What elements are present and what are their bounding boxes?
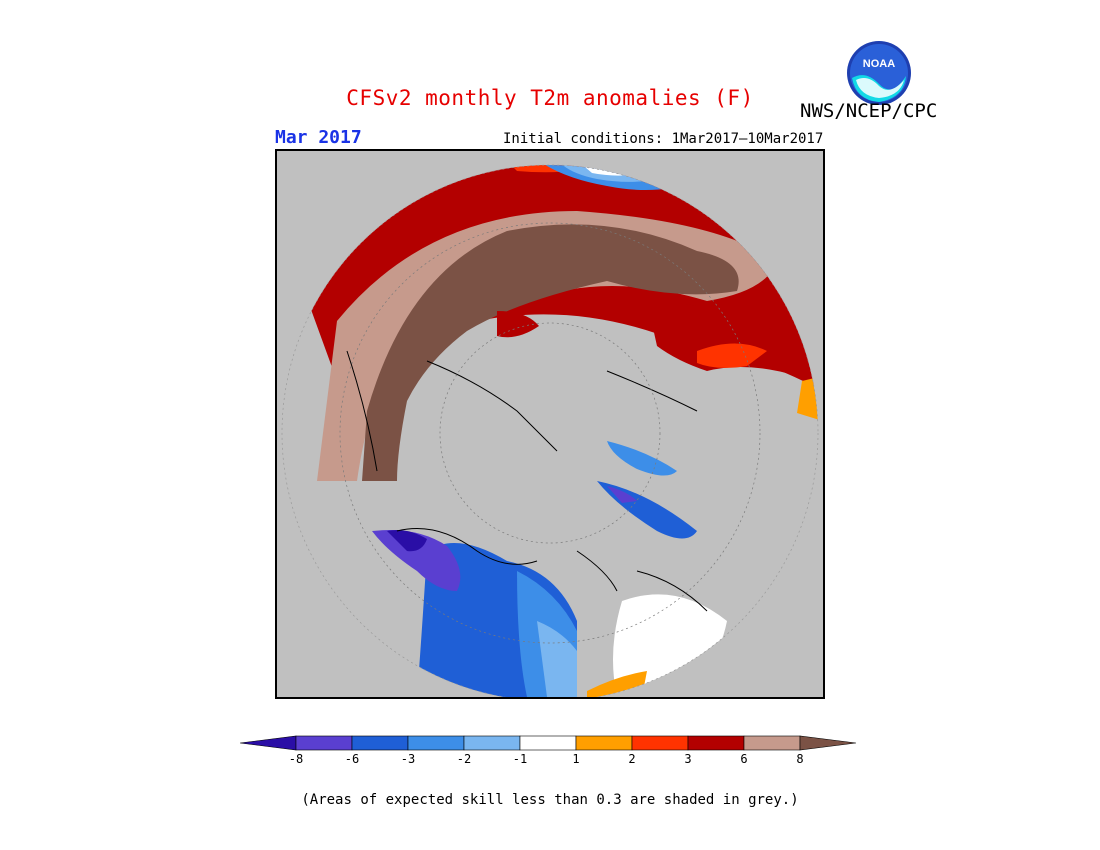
colorbar-tick-label: -2	[456, 752, 472, 766]
colorbar-bin	[519, 735, 577, 751]
colorbar-tick-label: 1	[572, 752, 580, 766]
red-patch-europe	[497, 311, 539, 338]
noaa-logo: NOAA	[846, 40, 912, 106]
colorbar	[240, 735, 857, 751]
polar-map	[275, 149, 825, 699]
map-title: CFSv2 monthly T2m anomalies (F)	[346, 86, 754, 110]
colorbar-tick-label: 2	[628, 752, 636, 766]
colorbar-tick-label: 8	[796, 752, 804, 766]
svg-text:NOAA: NOAA	[863, 58, 895, 70]
colorbar-bin	[575, 735, 633, 751]
agency-label: NWS/NCEP/CPC	[800, 100, 938, 122]
colorbar-bin	[687, 735, 745, 751]
initial-conditions: Initial conditions: 1Mar2017–10Mar2017	[503, 131, 824, 147]
colorbar-bin	[295, 735, 353, 751]
colorbar-bin	[463, 735, 521, 751]
colorbar-bin	[631, 735, 689, 751]
coastline	[346, 350, 708, 612]
colorbar-tick-label: -3	[400, 752, 416, 766]
colorbar-bin	[351, 735, 409, 751]
dark-red-region-asia	[647, 301, 807, 376]
orange-region-asia	[697, 343, 767, 368]
colorbar-tick-label: -6	[344, 752, 360, 766]
skill-footnote: (Areas of expected skill less than 0.3 a…	[301, 792, 799, 808]
colorbar-arrow-low	[240, 735, 297, 751]
colorbar-tick-label: 6	[740, 752, 748, 766]
brown-region-eurasia	[362, 224, 739, 481]
colorbar-tick-label: -8	[288, 752, 304, 766]
colorbar-tick-label: -1	[512, 752, 528, 766]
cold-band-siberia	[607, 441, 677, 476]
colorbar-bin	[743, 735, 801, 751]
colorbar-arrow-high	[799, 735, 857, 751]
colorbar-bin	[407, 735, 465, 751]
purple-patch-alaska	[372, 530, 461, 591]
forecast-month: Mar 2017	[275, 127, 362, 148]
colorbar-tick-label: 3	[684, 752, 692, 766]
